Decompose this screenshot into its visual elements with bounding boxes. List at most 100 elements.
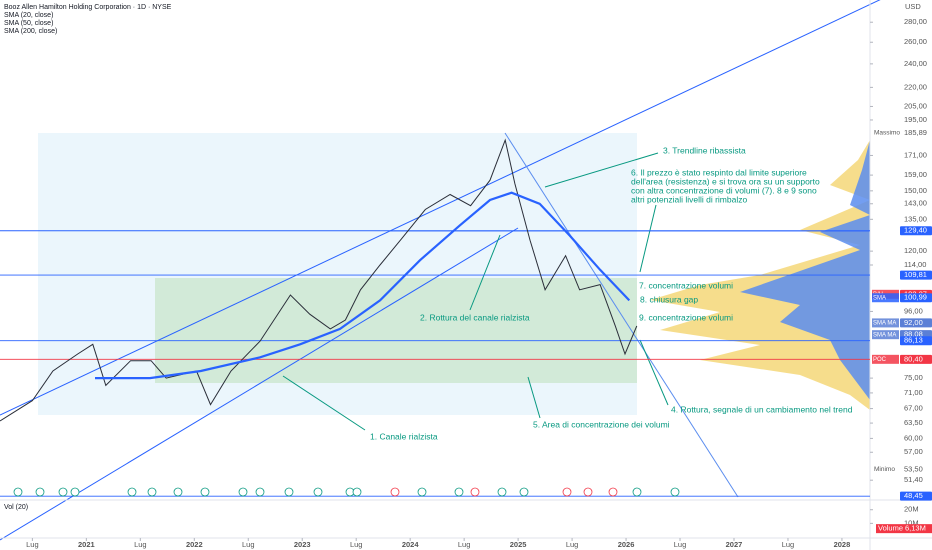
annotation: 3. Trendline ribassista	[663, 145, 746, 155]
x-tick-label: 2027	[726, 540, 743, 549]
x-tick-label: Lug	[134, 540, 147, 549]
y-tick-label: 143,00	[904, 199, 927, 208]
x-tick-label: Lug	[674, 540, 687, 549]
event-icon	[632, 487, 642, 497]
price-badge	[900, 354, 932, 364]
y-tick-label: 220,00	[904, 82, 927, 91]
volume-profile	[740, 140, 870, 400]
x-tick-label: 2025	[510, 540, 527, 549]
event-icon	[284, 487, 294, 497]
x-tick-label: 2023	[294, 540, 311, 549]
price-tag	[872, 354, 899, 364]
x-tick-label: 2024	[402, 540, 420, 549]
event-icon	[562, 487, 572, 497]
x-tick-label: 2026	[618, 540, 635, 549]
event-icon	[417, 487, 427, 497]
price-badge-label: 185,89	[904, 128, 927, 137]
event-icon	[173, 487, 183, 497]
y-tick-label: 71,00	[904, 388, 923, 397]
series-line	[95, 191, 631, 380]
series-line	[0, 138, 638, 422]
event-icon	[58, 487, 68, 497]
event-icon	[390, 487, 400, 497]
event-icon	[35, 487, 45, 497]
event-icon	[454, 487, 464, 497]
price-tag-label: POC	[873, 357, 887, 363]
x-tick-label: 2028	[834, 540, 851, 549]
channel-lower	[0, 227, 519, 541]
channel-upper	[0, 0, 881, 416]
y-tick-label: 171,00	[904, 150, 927, 159]
volume-zone	[155, 278, 637, 383]
y-tick-label: 51,40	[904, 475, 923, 484]
y-tick-label: 96,00	[904, 306, 923, 315]
volume-title: Vol (20)	[4, 504, 28, 511]
event-icon	[13, 487, 23, 497]
price-badge	[900, 293, 932, 303]
y-tick-label: 114,00	[904, 260, 926, 269]
event-icon	[608, 487, 618, 497]
x-tick-label: Lug	[350, 540, 363, 549]
y-tick-label: 260,00	[904, 37, 927, 46]
annotation: con altra concentrazione di volumi (7). …	[631, 185, 817, 195]
price-badge-label: 86,13	[904, 336, 923, 345]
price-tag	[872, 318, 899, 328]
event-icon	[670, 487, 680, 497]
y-tick-label: 135,00	[904, 214, 927, 223]
annotation: altri potenziali livelli di rimbalzo	[631, 194, 747, 204]
price-tag	[872, 293, 899, 303]
indicator-label: SMA (50, close)	[4, 20, 53, 27]
trendline	[504, 132, 739, 498]
annotation: 8. chiusura gap	[640, 294, 698, 304]
x-tick-label: Lug	[566, 540, 579, 549]
event-icon	[313, 487, 323, 497]
event-icon	[497, 487, 507, 497]
event-icon	[352, 487, 362, 497]
event-icon	[200, 487, 210, 497]
x-tick-label: Lug	[458, 540, 471, 549]
annotation: 4. Rottura, segnale di un cambiamento ne…	[671, 404, 853, 414]
annotation: 2. Rottura del canale rialzista	[420, 312, 530, 322]
price-badge-label: 53,50	[904, 464, 923, 473]
y-tick-label: 63,50	[904, 418, 923, 427]
y-tick-label: 150,00	[904, 186, 927, 195]
price-tag-label: Massimo	[874, 130, 900, 137]
y-tick-label: 195,00	[904, 115, 927, 124]
price-tag-label: Minimo	[874, 466, 895, 473]
event-icon	[70, 487, 80, 497]
x-tick-label: Lug	[26, 540, 39, 549]
price-badge	[900, 491, 932, 501]
x-tick-label: Lug	[242, 540, 255, 549]
y-tick-label: 10M	[904, 518, 919, 527]
annotation: dell'area (resistenza) e si trova ora su…	[631, 176, 820, 186]
price-tag-label: SMA MA	[873, 332, 896, 338]
event-icon	[583, 487, 593, 497]
indicator-label: SMA (200, close)	[4, 28, 57, 35]
volume-badge-label: 6,13M	[905, 524, 926, 533]
event-icon	[255, 487, 265, 497]
chart-title: Booz Allen Hamilton Holding Corporation …	[4, 4, 172, 11]
price-badge	[900, 336, 932, 346]
currency: USD	[905, 2, 921, 11]
price-badge	[900, 226, 932, 236]
price-badge-label: 92,00	[904, 318, 923, 327]
price-badge-label: 100,99	[904, 293, 927, 302]
price-badge-label: 129,40	[904, 226, 927, 235]
y-tick-label: 280,00	[904, 17, 927, 26]
y-tick-label: 57,00	[904, 447, 923, 456]
volume-badge	[876, 524, 932, 534]
price-badge-label: 88,08	[904, 330, 923, 339]
annotation: 7. concentrazione volumi	[639, 280, 733, 290]
y-tick-label: 120,00	[904, 246, 927, 255]
x-tick-label: Lug	[782, 540, 795, 549]
y-tick-label: 60,00	[904, 433, 923, 442]
y-tick-label: 67,00	[904, 404, 923, 413]
arrows	[282, 152, 669, 431]
y-tick-label: 240,00	[904, 59, 927, 68]
x-tick-label: 2021	[78, 540, 95, 549]
price-tag-label: SMA	[873, 295, 886, 301]
y-tick-label: 20M	[904, 505, 919, 514]
price-badge-label: 48,45	[904, 491, 923, 500]
y-tick-label: 159,00	[904, 170, 927, 179]
